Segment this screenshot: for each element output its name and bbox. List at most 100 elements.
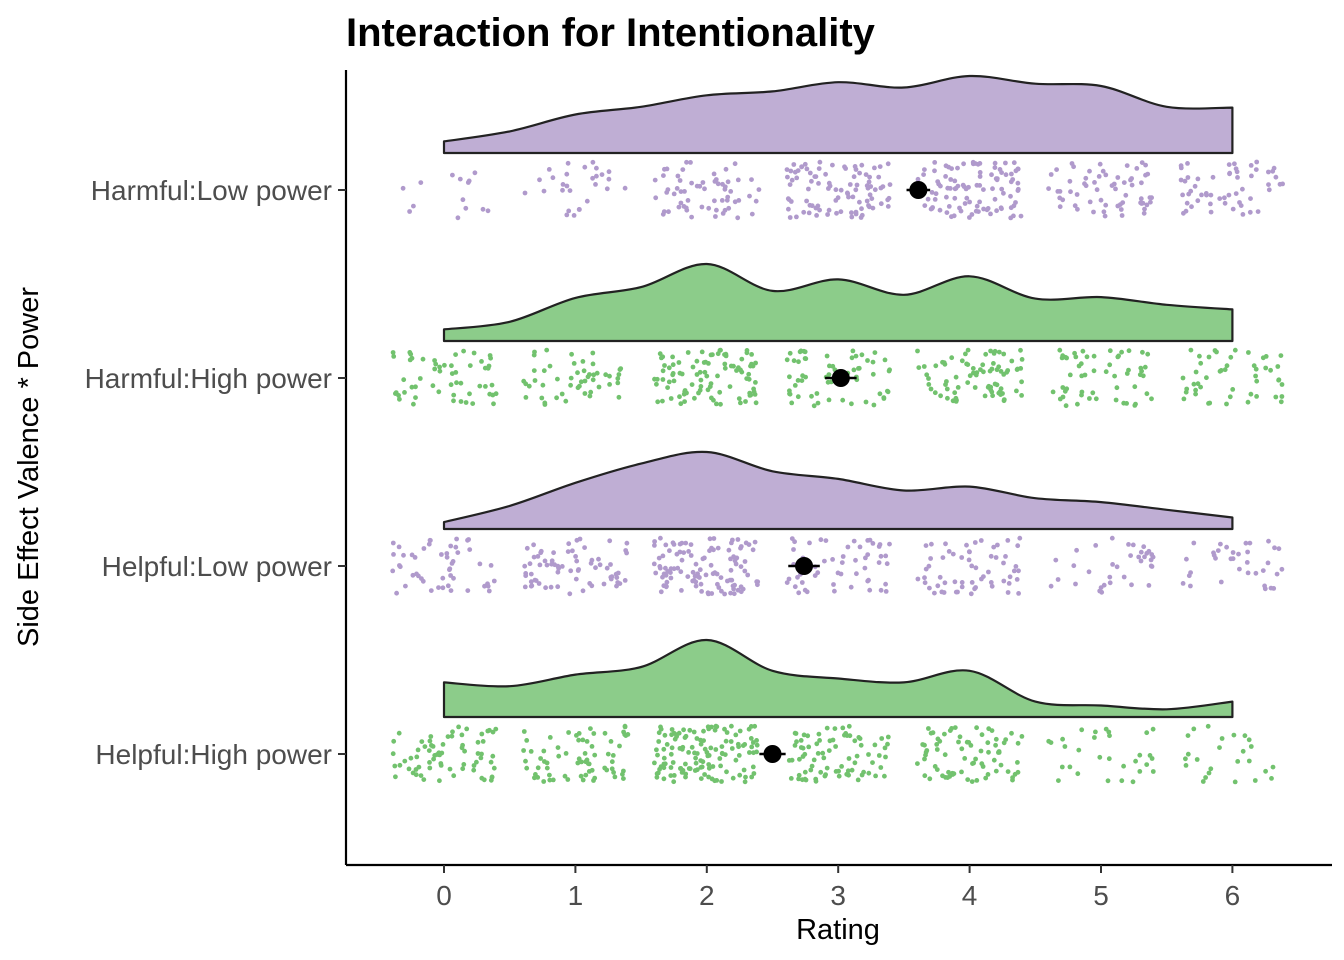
data-point — [711, 171, 717, 177]
data-point — [616, 394, 622, 400]
data-point — [1114, 564, 1120, 570]
data-point — [1015, 543, 1021, 549]
data-point — [478, 755, 484, 761]
data-point — [1119, 213, 1125, 218]
data-point — [550, 777, 556, 783]
data-point — [817, 159, 823, 165]
data-point — [885, 734, 891, 740]
data-point — [531, 368, 537, 373]
data-point — [664, 579, 670, 585]
group-3 — [390, 450, 1285, 597]
data-point — [1057, 204, 1063, 210]
data-point — [565, 549, 571, 554]
data-point — [706, 205, 712, 211]
data-point — [522, 563, 528, 569]
data-point — [1096, 174, 1102, 179]
data-point — [1119, 778, 1125, 784]
data-point — [615, 376, 621, 381]
data-point — [702, 186, 707, 192]
data-point — [806, 744, 812, 750]
data-point — [915, 176, 921, 182]
data-point — [859, 352, 865, 358]
data-point — [394, 590, 399, 596]
data-point — [943, 775, 948, 780]
data-point — [815, 400, 821, 406]
data-point — [1130, 779, 1136, 785]
data-point — [483, 384, 488, 389]
data-point — [1073, 581, 1078, 587]
data-point — [448, 543, 454, 549]
data-point — [786, 576, 792, 582]
data-point — [842, 732, 847, 738]
data-point — [658, 589, 664, 595]
data-point — [1227, 170, 1233, 176]
data-point — [1008, 193, 1013, 199]
data-point — [928, 386, 934, 392]
data-point — [735, 215, 741, 221]
data-point — [1093, 729, 1098, 735]
data-point — [563, 751, 569, 756]
data-point — [1107, 574, 1113, 580]
data-point — [872, 742, 878, 748]
data-point — [1270, 764, 1276, 770]
data-point — [411, 203, 416, 209]
data-point — [736, 744, 741, 750]
data-point — [849, 355, 855, 361]
data-point — [604, 767, 610, 773]
data-point — [660, 354, 666, 360]
data-point — [885, 389, 891, 395]
data-point — [705, 387, 711, 393]
data-point — [852, 760, 858, 766]
data-point — [686, 549, 691, 554]
data-point — [1012, 771, 1018, 777]
group-2 — [390, 262, 1285, 409]
data-point — [979, 732, 985, 738]
data-point — [480, 739, 486, 744]
data-point — [815, 751, 821, 756]
data-point — [836, 773, 842, 779]
data-point — [997, 167, 1003, 172]
data-point — [887, 541, 892, 547]
data-point — [493, 726, 499, 732]
data-point — [1138, 558, 1144, 564]
data-point — [1083, 175, 1089, 181]
data-point — [1278, 399, 1284, 405]
data-point — [823, 171, 828, 177]
data-point — [1019, 734, 1025, 739]
data-point — [1107, 580, 1113, 586]
data-point — [722, 365, 728, 371]
data-point — [397, 563, 402, 568]
data-point — [623, 733, 629, 738]
data-point — [725, 578, 730, 584]
data-point — [547, 777, 553, 783]
data-point — [853, 557, 858, 563]
data-point — [1121, 180, 1127, 186]
data-point — [592, 752, 598, 758]
data-point — [713, 214, 718, 219]
data-point — [1144, 730, 1150, 736]
data-point — [932, 168, 937, 174]
data-point — [576, 567, 581, 572]
data-point — [1191, 381, 1197, 387]
data-point — [871, 402, 877, 408]
data-point — [753, 400, 759, 406]
data-point — [475, 751, 481, 756]
data-point — [1128, 553, 1133, 558]
data-point — [479, 359, 484, 364]
data-point — [397, 396, 402, 402]
data-point — [451, 575, 456, 581]
data-point — [668, 773, 674, 778]
data-point — [1262, 583, 1267, 589]
data-point — [541, 368, 547, 374]
data-point — [653, 570, 659, 576]
data-point — [1092, 735, 1097, 740]
data-point — [1180, 375, 1186, 381]
data-point — [488, 759, 494, 765]
data-point — [1240, 186, 1245, 192]
data-point — [542, 400, 548, 406]
data-point — [528, 579, 534, 585]
data-point — [566, 541, 572, 547]
data-point — [1106, 756, 1112, 762]
data-point — [929, 541, 934, 547]
data-point — [959, 746, 965, 752]
